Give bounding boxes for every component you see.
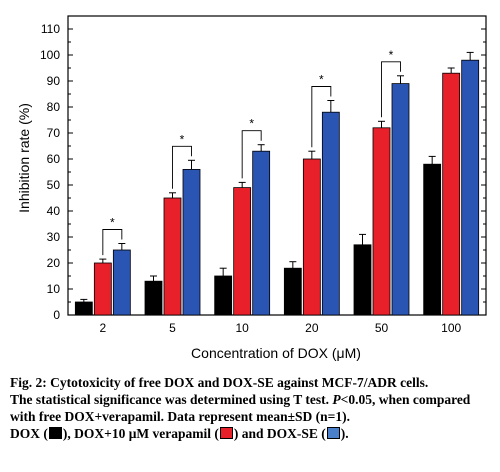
y-tick-label: 100 (40, 48, 60, 62)
caption-title: Fig. 2: Cytotoxicity of free DOX and DOX… (10, 375, 429, 390)
y-tick-label: 0 (53, 308, 60, 322)
y-tick-label: 30 (47, 230, 61, 244)
bar (442, 72, 461, 316)
y-tick-label: 60 (47, 152, 61, 166)
x-axis-label: Concentration of DOX (μM) (191, 345, 361, 361)
significance-bracket (102, 229, 123, 256)
bar (112, 249, 131, 316)
legend-swatch-verapamil (219, 427, 233, 439)
significance-bracket (172, 145, 192, 189)
x-tick-label: 10 (235, 321, 249, 335)
y-tick-label: 90 (47, 74, 61, 88)
significance-star: * (110, 216, 115, 230)
bar (74, 301, 93, 316)
y-tick-label: 10 (47, 282, 61, 296)
bar (252, 150, 271, 316)
bar (214, 275, 233, 316)
y-tick-label: 40 (47, 204, 61, 218)
plot-frame (67, 15, 487, 316)
bar (423, 163, 442, 316)
x-tick-label: 2 (99, 321, 106, 335)
y-tick-label: 70 (47, 126, 61, 140)
y-tick-label: 110 (41, 22, 60, 36)
y-tick-label: 50 (47, 178, 61, 192)
significance-star: * (319, 73, 324, 87)
bar (182, 168, 201, 316)
significance-star: * (180, 132, 185, 146)
significance-bracket (381, 61, 401, 118)
bar (144, 280, 163, 316)
figure-caption: Fig. 2: Cytotoxicity of free DOX and DOX… (10, 374, 494, 442)
significance-star: * (249, 117, 254, 131)
bar (302, 158, 321, 316)
significance-bracket (311, 86, 332, 148)
bar (461, 59, 480, 316)
bar (233, 187, 252, 316)
legend-swatch-dox-se (326, 427, 340, 439)
bar (93, 262, 112, 316)
chart-bars (74, 59, 480, 316)
bar (353, 244, 372, 316)
significance-brackets: * * * * * (102, 48, 401, 256)
y-tick-label: 80 (47, 100, 61, 114)
bar (283, 267, 302, 316)
bar (391, 83, 410, 316)
significance-bracket (241, 130, 262, 179)
chart-axes (67, 15, 487, 316)
bar (372, 127, 391, 316)
x-tick-label: 5 (169, 321, 176, 335)
x-tick-label: 20 (305, 321, 319, 335)
x-tick-label: 50 (375, 321, 389, 335)
caption-legend: DOX (), DOX+10 μM verapamil () and DOX-S… (10, 426, 349, 441)
legend-swatch-dox (48, 427, 62, 439)
error-bars (80, 51, 474, 302)
significance-star: * (389, 48, 394, 62)
caption-stats: The statistical significance was determi… (10, 392, 471, 424)
bar (163, 197, 182, 316)
bar (321, 111, 340, 316)
y-tick-label: 20 (47, 256, 61, 270)
y-axis-ticks: 0 10 20 30 40 50 60 70 80 90 100 110 2 5 10 20 50 100 (40, 22, 486, 335)
x-tick-label: 100 (441, 321, 461, 335)
y-axis-label: Inhibition rate (%) (16, 103, 32, 213)
